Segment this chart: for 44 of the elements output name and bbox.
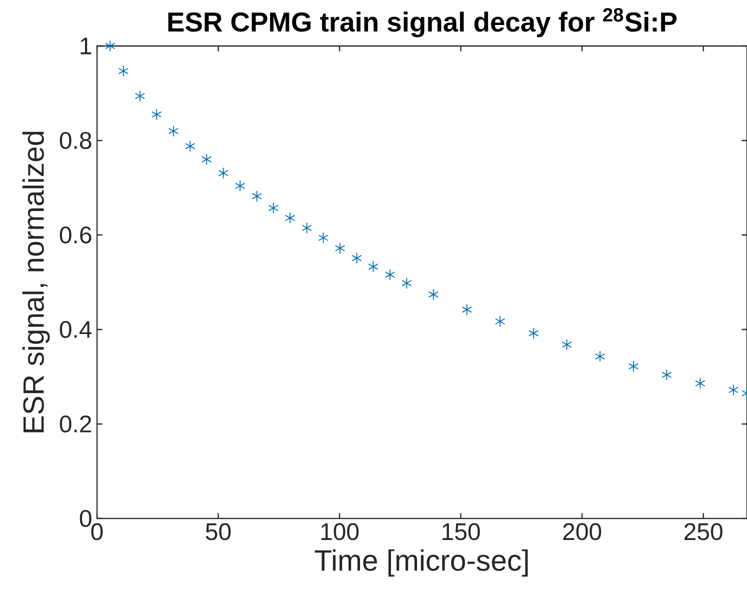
point — [594, 350, 606, 362]
y-tick-label: 0.6 — [60, 226, 92, 244]
point — [562, 338, 572, 350]
point — [402, 277, 412, 289]
x-tick-label: 0 — [91, 523, 103, 540]
point — [352, 252, 362, 264]
point — [495, 316, 506, 328]
point — [628, 360, 639, 372]
point — [168, 125, 178, 137]
y-tick-label: 1 — [80, 38, 92, 54]
point — [284, 212, 296, 224]
x-tick-label: 150 — [442, 523, 480, 540]
point — [185, 140, 196, 152]
point — [384, 268, 396, 280]
x-tick-label: 250 — [684, 523, 722, 540]
point — [218, 167, 228, 179]
point — [302, 222, 312, 234]
point — [368, 260, 378, 272]
point — [318, 232, 328, 244]
y-axis-title: ESR signal, normalized — [22, 132, 50, 432]
point — [528, 327, 539, 340]
point — [202, 154, 212, 166]
point — [428, 288, 438, 300]
point — [105, 40, 116, 52]
point — [152, 108, 162, 120]
point — [662, 369, 672, 381]
point — [118, 65, 129, 77]
point — [462, 304, 472, 316]
point — [268, 202, 278, 214]
point — [334, 242, 346, 254]
x-axis-title: Time [micro-sec] — [314, 549, 528, 577]
x-tick-label: 100 — [321, 523, 359, 540]
chart-title: ESR CPMG train signal decay for $^{28}$Si:P — [168, 8, 677, 38]
point — [235, 180, 246, 192]
y-tick-label: 0.8 — [60, 132, 92, 149]
y-tick-label: 0.2 — [60, 415, 92, 432]
point — [134, 90, 146, 102]
x-tick-label: 50 — [206, 523, 231, 540]
point — [695, 378, 706, 390]
y-tick-label: 0.4 — [60, 320, 92, 338]
point — [252, 190, 262, 202]
x-tick-label: 200 — [563, 523, 602, 540]
point — [728, 384, 739, 396]
y-tick-label: 0 — [80, 510, 92, 527]
